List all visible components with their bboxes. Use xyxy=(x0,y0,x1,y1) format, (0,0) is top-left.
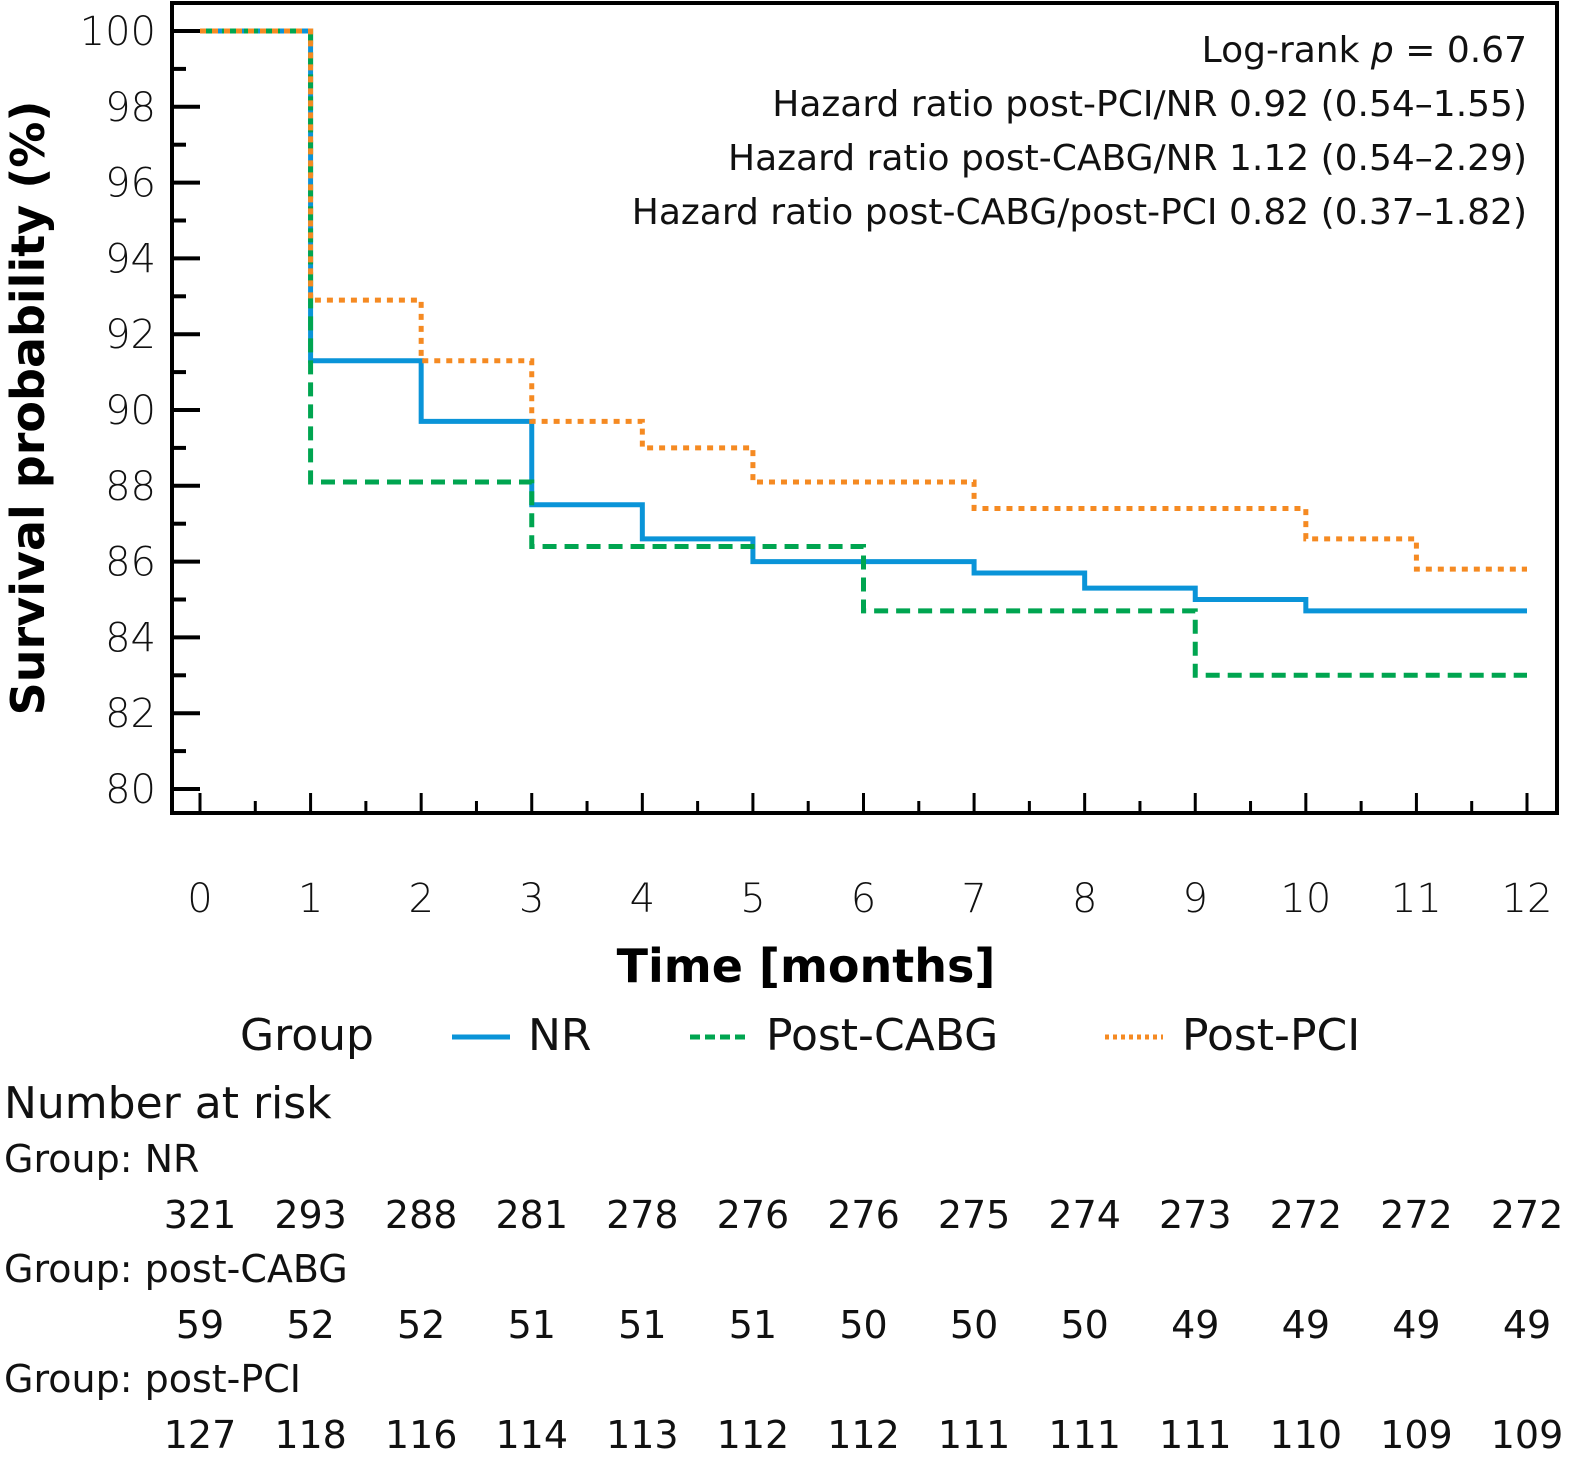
x-tick-label: 7 xyxy=(961,876,986,922)
series-line-post-cabg xyxy=(200,28,1527,678)
risk-value: 52 xyxy=(397,1303,445,1347)
x-tick-label: 10 xyxy=(1280,876,1331,922)
x-tick-label: 1 xyxy=(298,876,323,922)
risk-value: 50 xyxy=(839,1303,887,1347)
y-axis-title: Survival probability (%) xyxy=(1,101,55,716)
risk-value: 272 xyxy=(1270,1193,1343,1237)
risk-value: 111 xyxy=(938,1413,1011,1457)
risk-value: 114 xyxy=(495,1413,568,1457)
risk-value: 116 xyxy=(385,1413,458,1457)
risk-value: 59 xyxy=(176,1303,224,1347)
x-tick-label: 0 xyxy=(187,876,212,922)
x-tick-label: 5 xyxy=(740,876,765,922)
risk-value: 49 xyxy=(1171,1303,1219,1347)
risk-value: 274 xyxy=(1048,1193,1121,1237)
risk-table-title: Number at risk xyxy=(4,1078,332,1129)
stats-annotations: Log-rank p = 0.67 Hazard ratio post-PCI/N… xyxy=(632,30,1527,233)
risk-value: 49 xyxy=(1503,1303,1551,1347)
risk-value: 49 xyxy=(1282,1303,1330,1347)
risk-value: 112 xyxy=(827,1413,900,1457)
x-tick-label: 6 xyxy=(851,876,876,922)
risk-value: 50 xyxy=(1060,1303,1108,1347)
risk-value: 276 xyxy=(827,1193,900,1237)
risk-value: 276 xyxy=(717,1193,790,1237)
risk-value: 118 xyxy=(274,1413,347,1457)
y-axis: 80 82 84 86 88 90 92 94 96 98 100 xyxy=(80,9,200,813)
series-line-post-pci xyxy=(200,28,1527,572)
hazard-ratio-annotation: Hazard ratio post-CABG/NR 1.12 (0.54–2.2… xyxy=(728,138,1527,179)
legend-label: Post-CABG xyxy=(766,1010,998,1061)
risk-group-label: Group: NR xyxy=(4,1137,199,1181)
risk-value: 281 xyxy=(495,1193,568,1237)
risk-value: 127 xyxy=(164,1413,237,1457)
risk-value: 273 xyxy=(1159,1193,1232,1237)
number-at-risk-table: Number at risk Group: NR 321 293 288 281 278 2… xyxy=(4,1078,1563,1457)
legend-title: Group xyxy=(240,1010,374,1061)
x-tick-label: 3 xyxy=(519,876,544,922)
risk-value: 278 xyxy=(606,1193,679,1237)
x-axis-title: Time [months] xyxy=(617,939,996,993)
y-tick-label: 88 xyxy=(105,464,156,510)
y-tick-label: 82 xyxy=(105,691,156,737)
legend-label: NR xyxy=(528,1010,592,1061)
risk-value: 109 xyxy=(1380,1413,1453,1457)
risk-value: 51 xyxy=(508,1303,556,1347)
y-tick-label: 100 xyxy=(80,9,156,55)
y-tick-label: 90 xyxy=(105,388,156,434)
risk-value: 50 xyxy=(950,1303,998,1347)
x-tick-label: 8 xyxy=(1072,876,1097,922)
risk-group-label: Group: post-CABG xyxy=(4,1247,348,1291)
risk-group-label: Group: post-PCI xyxy=(4,1357,301,1401)
x-tick-label: 12 xyxy=(1502,876,1553,922)
risk-value: 321 xyxy=(164,1193,237,1237)
risk-value: 52 xyxy=(286,1303,334,1347)
risk-value: 288 xyxy=(385,1193,458,1237)
y-tick-label: 86 xyxy=(105,540,156,586)
y-tick-label: 92 xyxy=(105,312,156,358)
risk-value: 272 xyxy=(1491,1193,1564,1237)
risk-value: 111 xyxy=(1048,1413,1121,1457)
x-tick-label: 9 xyxy=(1183,876,1208,922)
risk-value: 112 xyxy=(717,1413,790,1457)
risk-value: 51 xyxy=(618,1303,666,1347)
risk-value: 49 xyxy=(1392,1303,1440,1347)
hazard-ratio-annotation: Hazard ratio post-CABG/post-PCI 0.82 (0.… xyxy=(632,192,1527,233)
series-line-nr xyxy=(200,28,1527,614)
risk-value: 111 xyxy=(1159,1413,1232,1457)
risk-value: 110 xyxy=(1270,1413,1343,1457)
y-tick-label: 94 xyxy=(105,236,156,282)
x-tick-label: 4 xyxy=(630,876,655,922)
risk-value: 293 xyxy=(274,1193,347,1237)
series-layer xyxy=(200,28,1527,678)
x-tick-label: 11 xyxy=(1391,876,1442,922)
legend: Group NR Post-CABG Post-PCI xyxy=(240,1010,1360,1061)
risk-value: 272 xyxy=(1380,1193,1453,1237)
y-tick-label: 98 xyxy=(105,85,156,131)
risk-value: 113 xyxy=(606,1413,679,1457)
x-tick-label: 2 xyxy=(408,876,433,922)
risk-value: 275 xyxy=(938,1193,1011,1237)
risk-value: 109 xyxy=(1491,1413,1564,1457)
x-axis: 0 1 2 3 4 5 6 7 8 9 10 11 12 xyxy=(187,793,1552,922)
legend-label: Post-PCI xyxy=(1182,1010,1360,1061)
y-tick-label: 80 xyxy=(105,767,156,813)
hazard-ratio-annotation: Hazard ratio post-PCI/NR 0.92 (0.54–1.55… xyxy=(772,84,1527,125)
y-tick-label: 96 xyxy=(105,161,156,207)
risk-value: 51 xyxy=(729,1303,777,1347)
y-tick-label: 84 xyxy=(105,615,156,661)
log-rank-annotation: Log-rank p = 0.67 xyxy=(1202,30,1527,71)
